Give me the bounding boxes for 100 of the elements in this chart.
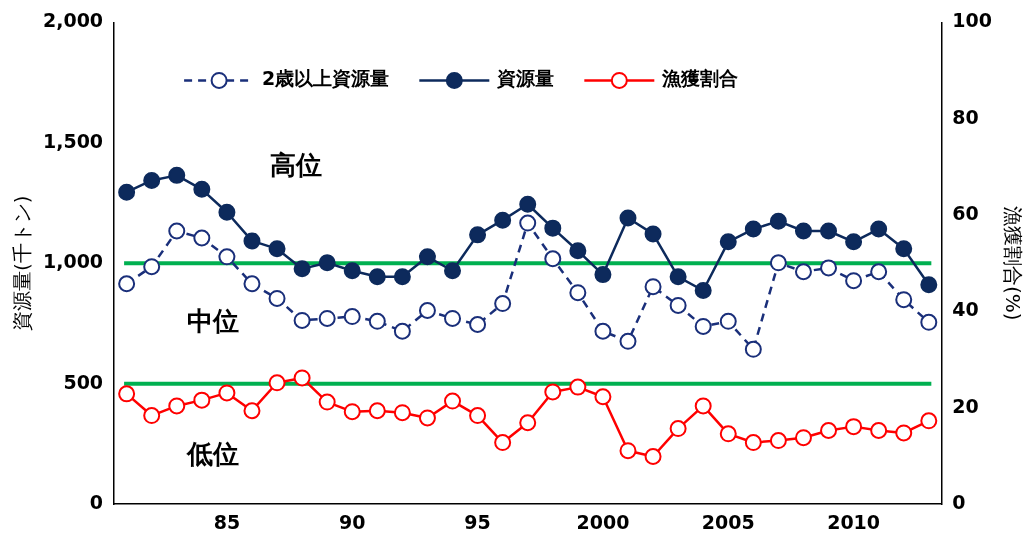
point — [368, 312, 386, 330]
point — [118, 275, 136, 293]
point — [368, 402, 386, 420]
point — [594, 322, 612, 340]
point — [343, 403, 361, 421]
point — [393, 322, 411, 340]
point — [920, 276, 938, 294]
point — [193, 391, 211, 409]
x-tick-label: 90 — [339, 510, 366, 533]
point — [644, 278, 662, 296]
point — [619, 209, 637, 227]
point — [318, 254, 336, 272]
point — [218, 248, 236, 266]
y-tick-label: 1,500 — [42, 129, 104, 152]
point — [870, 263, 888, 281]
point — [243, 402, 261, 420]
point — [769, 254, 787, 272]
point — [619, 332, 637, 350]
point — [218, 203, 236, 221]
point — [820, 421, 838, 439]
point — [118, 385, 136, 403]
point — [895, 291, 913, 309]
point — [895, 424, 913, 442]
point — [318, 309, 336, 327]
point — [469, 226, 487, 244]
point — [694, 397, 712, 415]
point — [368, 268, 386, 286]
point — [168, 222, 186, 240]
point — [544, 219, 562, 237]
y2-axis-title: 漁獲割合(%) — [1000, 206, 1025, 321]
point — [820, 259, 838, 277]
point — [393, 268, 411, 286]
point — [694, 282, 712, 300]
point — [418, 302, 436, 320]
legend-label: 2歳以上資源量 — [262, 67, 390, 90]
point — [519, 214, 537, 232]
y-tick-label: 2,000 — [42, 9, 104, 32]
legend-label: 漁獲割合 — [661, 67, 739, 90]
point — [519, 195, 537, 213]
point — [193, 180, 211, 198]
point — [118, 183, 136, 201]
point — [794, 222, 812, 240]
y2-tick-label: 40 — [952, 298, 979, 321]
point — [494, 295, 512, 313]
point — [469, 407, 487, 425]
x-tick-label: 2010 — [827, 510, 881, 533]
point — [644, 225, 662, 243]
point — [920, 313, 938, 331]
point — [744, 434, 762, 452]
point — [619, 442, 637, 460]
point — [469, 315, 487, 333]
point — [268, 240, 286, 258]
y2-tick-label: 20 — [952, 394, 979, 417]
point — [218, 384, 236, 402]
point — [168, 397, 186, 415]
y-axis-title: 資源量(千トン) — [10, 195, 35, 332]
point — [494, 434, 512, 452]
y2-tick-label: 100 — [952, 9, 993, 32]
annotation: 高位 — [270, 149, 323, 180]
point — [769, 212, 787, 230]
point — [569, 284, 587, 302]
point — [644, 448, 662, 465]
point — [669, 268, 687, 286]
point — [845, 418, 863, 436]
point — [544, 250, 562, 268]
point — [318, 393, 336, 411]
legend-label: 資源量 — [496, 67, 555, 90]
point — [293, 369, 311, 387]
y-tick-label: 500 — [63, 370, 104, 393]
point — [193, 229, 211, 247]
point — [418, 248, 436, 266]
y-tick-label: 0 — [89, 491, 104, 514]
point — [744, 340, 762, 358]
point — [820, 222, 838, 240]
point — [669, 296, 687, 314]
point — [870, 421, 888, 439]
point — [920, 412, 938, 430]
point — [845, 272, 863, 290]
point — [744, 220, 762, 238]
point — [143, 171, 161, 189]
point — [719, 233, 737, 251]
point — [393, 404, 411, 422]
point — [794, 263, 812, 281]
point — [444, 262, 462, 280]
x-tick-label: 2000 — [576, 510, 630, 533]
point — [243, 232, 261, 250]
point — [444, 392, 462, 410]
annotation: 低位 — [186, 438, 240, 469]
point — [719, 425, 737, 443]
point — [494, 211, 512, 229]
y-tick-label: 1,000 — [42, 250, 104, 273]
y2-tick-label: 0 — [952, 491, 966, 514]
point — [268, 289, 286, 307]
point — [168, 166, 186, 184]
point — [845, 233, 863, 251]
point — [519, 414, 537, 432]
annotation: 中位 — [187, 306, 240, 337]
point — [343, 308, 361, 326]
point — [569, 242, 587, 260]
point — [694, 317, 712, 335]
